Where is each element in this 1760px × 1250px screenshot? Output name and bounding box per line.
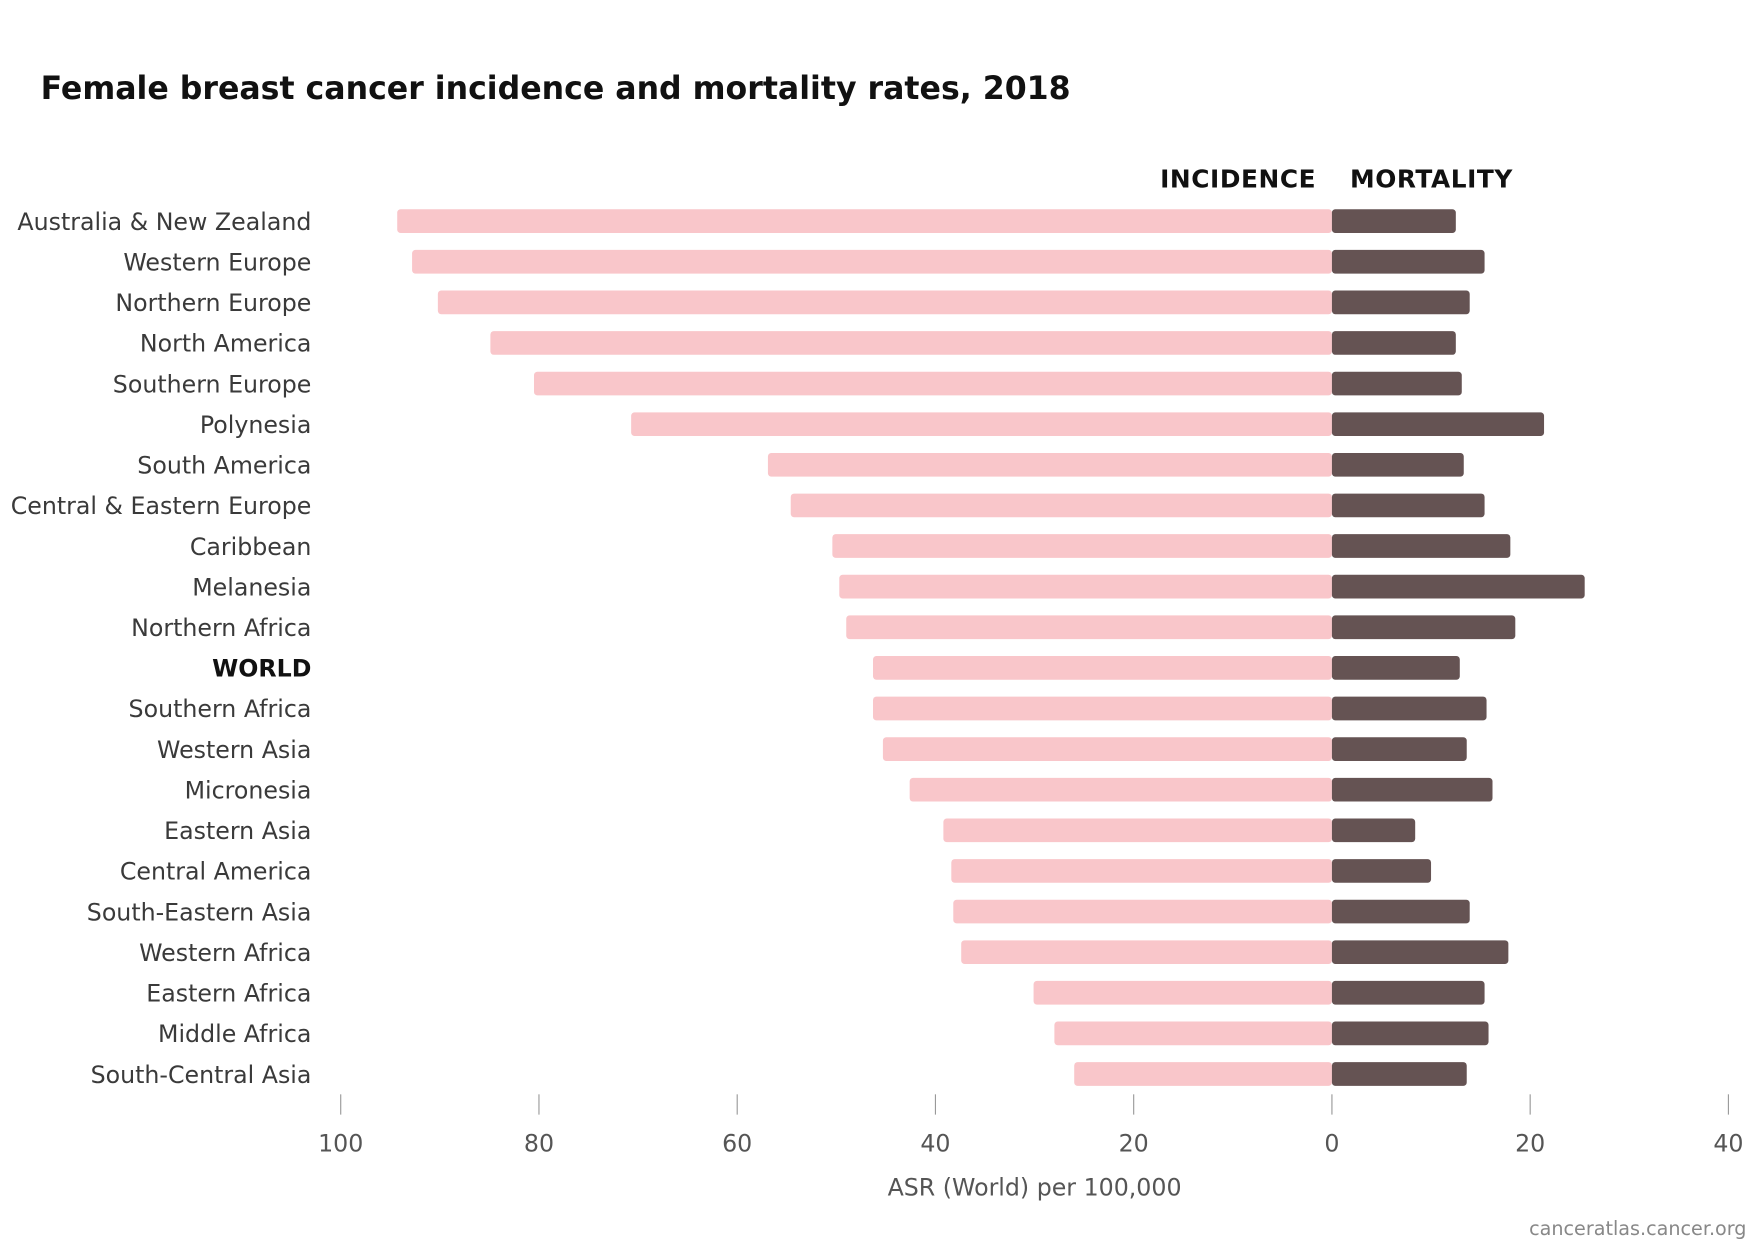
category-label: South America (137, 452, 311, 480)
incidence-bar (961, 940, 1332, 965)
x-axis-label: ASR (World) per 100,000 (888, 1174, 1182, 1202)
incidence-bar (490, 331, 1332, 355)
category-label: Eastern Asia (164, 817, 311, 845)
incidence-bar (767, 452, 1332, 477)
incidence-bar (872, 696, 1332, 721)
mortality-bar (1331, 656, 1460, 680)
mortality-bar (1331, 1062, 1467, 1086)
category-label: North America (140, 330, 312, 358)
category-label: Caribbean (190, 533, 312, 561)
category-label: Australia & New Zealand (17, 208, 311, 236)
category-label: Northern Europe (115, 289, 311, 317)
incidence-bar (1054, 1021, 1332, 1046)
x-tick-label: 40 (920, 1130, 950, 1158)
incidence-bar (846, 615, 1332, 640)
incidence-bar (1074, 1062, 1332, 1086)
x-tick-label: 20 (1119, 1130, 1149, 1158)
x-tick-label: 60 (722, 1130, 752, 1158)
category-label: Western Asia (157, 736, 311, 764)
category-label: Melanesia (192, 573, 311, 601)
mortality-bar (1331, 452, 1464, 477)
incidence-bar (839, 574, 1332, 599)
series-header: INCIDENCE (1160, 165, 1316, 194)
category-label: WORLD (212, 655, 311, 683)
category-label: Western Africa (139, 939, 311, 967)
incidence-bar (534, 371, 1332, 396)
category-label: South-Central Asia (91, 1061, 312, 1089)
series-header: MORTALITY (1350, 165, 1513, 194)
category-label: Southern Europe (113, 370, 312, 398)
mortality-bar (1331, 615, 1516, 640)
x-tick-label: 0 (1324, 1130, 1339, 1158)
incidence-bar (412, 249, 1332, 274)
mortality-bar (1331, 574, 1585, 599)
mortality-bar (1331, 737, 1467, 761)
mortality-bar (1331, 371, 1462, 396)
mortality-bar (1331, 818, 1416, 843)
incidence-bar (909, 777, 1332, 802)
category-label: Polynesia (200, 411, 312, 439)
incidence-bar (397, 209, 1332, 233)
category-label: Central America (120, 858, 312, 886)
mortality-bar (1331, 493, 1485, 518)
category-label: Eastern Africa (146, 980, 311, 1008)
mortality-bar (1331, 290, 1470, 315)
mortality-bar (1331, 777, 1493, 802)
mortality-bar (1331, 1021, 1489, 1046)
mortality-bar (1331, 331, 1456, 355)
incidence-bar (951, 859, 1332, 883)
incidence-bar (943, 818, 1332, 843)
x-tick-label: 40 (1713, 1130, 1743, 1158)
mortality-bar (1331, 412, 1545, 437)
mortality-bar (1331, 980, 1485, 1005)
mortality-bar (1331, 940, 1509, 965)
incidence-bar (1033, 980, 1332, 1005)
x-tick-label: 80 (524, 1130, 554, 1158)
category-label: Micronesia (185, 776, 312, 804)
x-tick-label: 20 (1515, 1130, 1545, 1158)
incidence-bar (953, 899, 1332, 924)
incidence-bar (872, 656, 1332, 680)
category-label: Southern Africa (129, 695, 312, 723)
mortality-bar (1331, 209, 1456, 233)
x-tick-label: 100 (318, 1130, 363, 1158)
incidence-bar (437, 290, 1332, 315)
incidence-bar (882, 737, 1332, 761)
mortality-bar (1331, 899, 1470, 924)
category-label: South-Eastern Asia (87, 898, 312, 926)
incidence-bar (832, 534, 1332, 558)
category-label: Middle Africa (158, 1020, 311, 1048)
incidence-bar (790, 493, 1332, 518)
mortality-bar (1331, 534, 1511, 558)
category-label: Western Europe (123, 248, 311, 276)
source: canceratlas.cancer.org (1529, 1217, 1746, 1240)
chart-title: Female breast cancer incidence and morta… (41, 71, 1071, 107)
mortality-bar (1331, 859, 1432, 883)
mortality-bar (1331, 696, 1487, 721)
mortality-bar (1331, 249, 1485, 274)
category-label: Northern Africa (131, 614, 311, 642)
category-label: Central & Eastern Europe (11, 492, 312, 520)
incidence-bar (631, 412, 1332, 437)
